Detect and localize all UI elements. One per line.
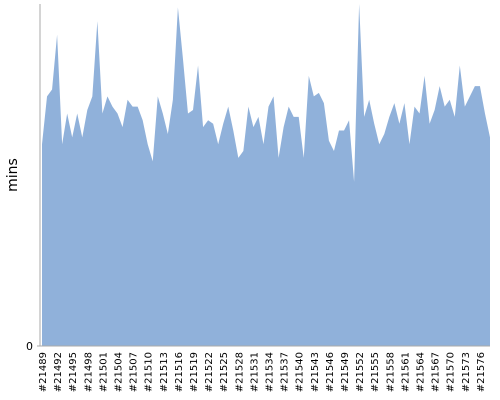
x-tick-label: #21525 [219, 352, 230, 392]
area [42, 4, 490, 346]
x-tick-label: #21495 [68, 352, 79, 392]
x-tick-label: #21513 [159, 352, 170, 392]
x-tick-label: #21537 [280, 352, 291, 392]
x-tick-label: #21564 [416, 352, 427, 392]
x-tick-label: #21498 [83, 352, 94, 392]
x-tick-label: #21489 [38, 352, 49, 392]
x-tick-label: #21504 [114, 352, 125, 392]
x-tick-label: #21516 [174, 352, 185, 392]
x-tick-label: #21576 [476, 352, 487, 392]
x-tick-label: #21510 [144, 352, 155, 392]
x-tick-label: #21567 [431, 352, 442, 392]
x-tick-label: #21531 [249, 352, 260, 392]
x-tick-label: #21546 [325, 352, 336, 392]
x-tick-label: #21570 [446, 352, 457, 392]
x-tick-label: #21561 [400, 352, 411, 392]
x-tick-label: #21558 [385, 352, 396, 392]
x-tick-label: #21519 [189, 352, 200, 392]
y-tick-label: 0 [26, 340, 33, 353]
x-tick-label: #21501 [98, 352, 109, 392]
x-tick-label: #21522 [204, 352, 215, 392]
x-tick-label: #21552 [355, 352, 366, 392]
x-tick-label: #21528 [234, 352, 245, 392]
x-tick-label: #21534 [265, 352, 276, 392]
x-tick-label: #21540 [295, 352, 306, 392]
x-tick-label: #21573 [461, 352, 472, 392]
x-tick-label: #21549 [340, 352, 351, 392]
x-tick-label: #21555 [370, 352, 381, 392]
x-tick-label: #21507 [129, 352, 140, 392]
x-tick-label: #21543 [310, 352, 321, 392]
y-axis-label: mins [5, 158, 21, 192]
x-tick-label: #21492 [53, 352, 64, 392]
